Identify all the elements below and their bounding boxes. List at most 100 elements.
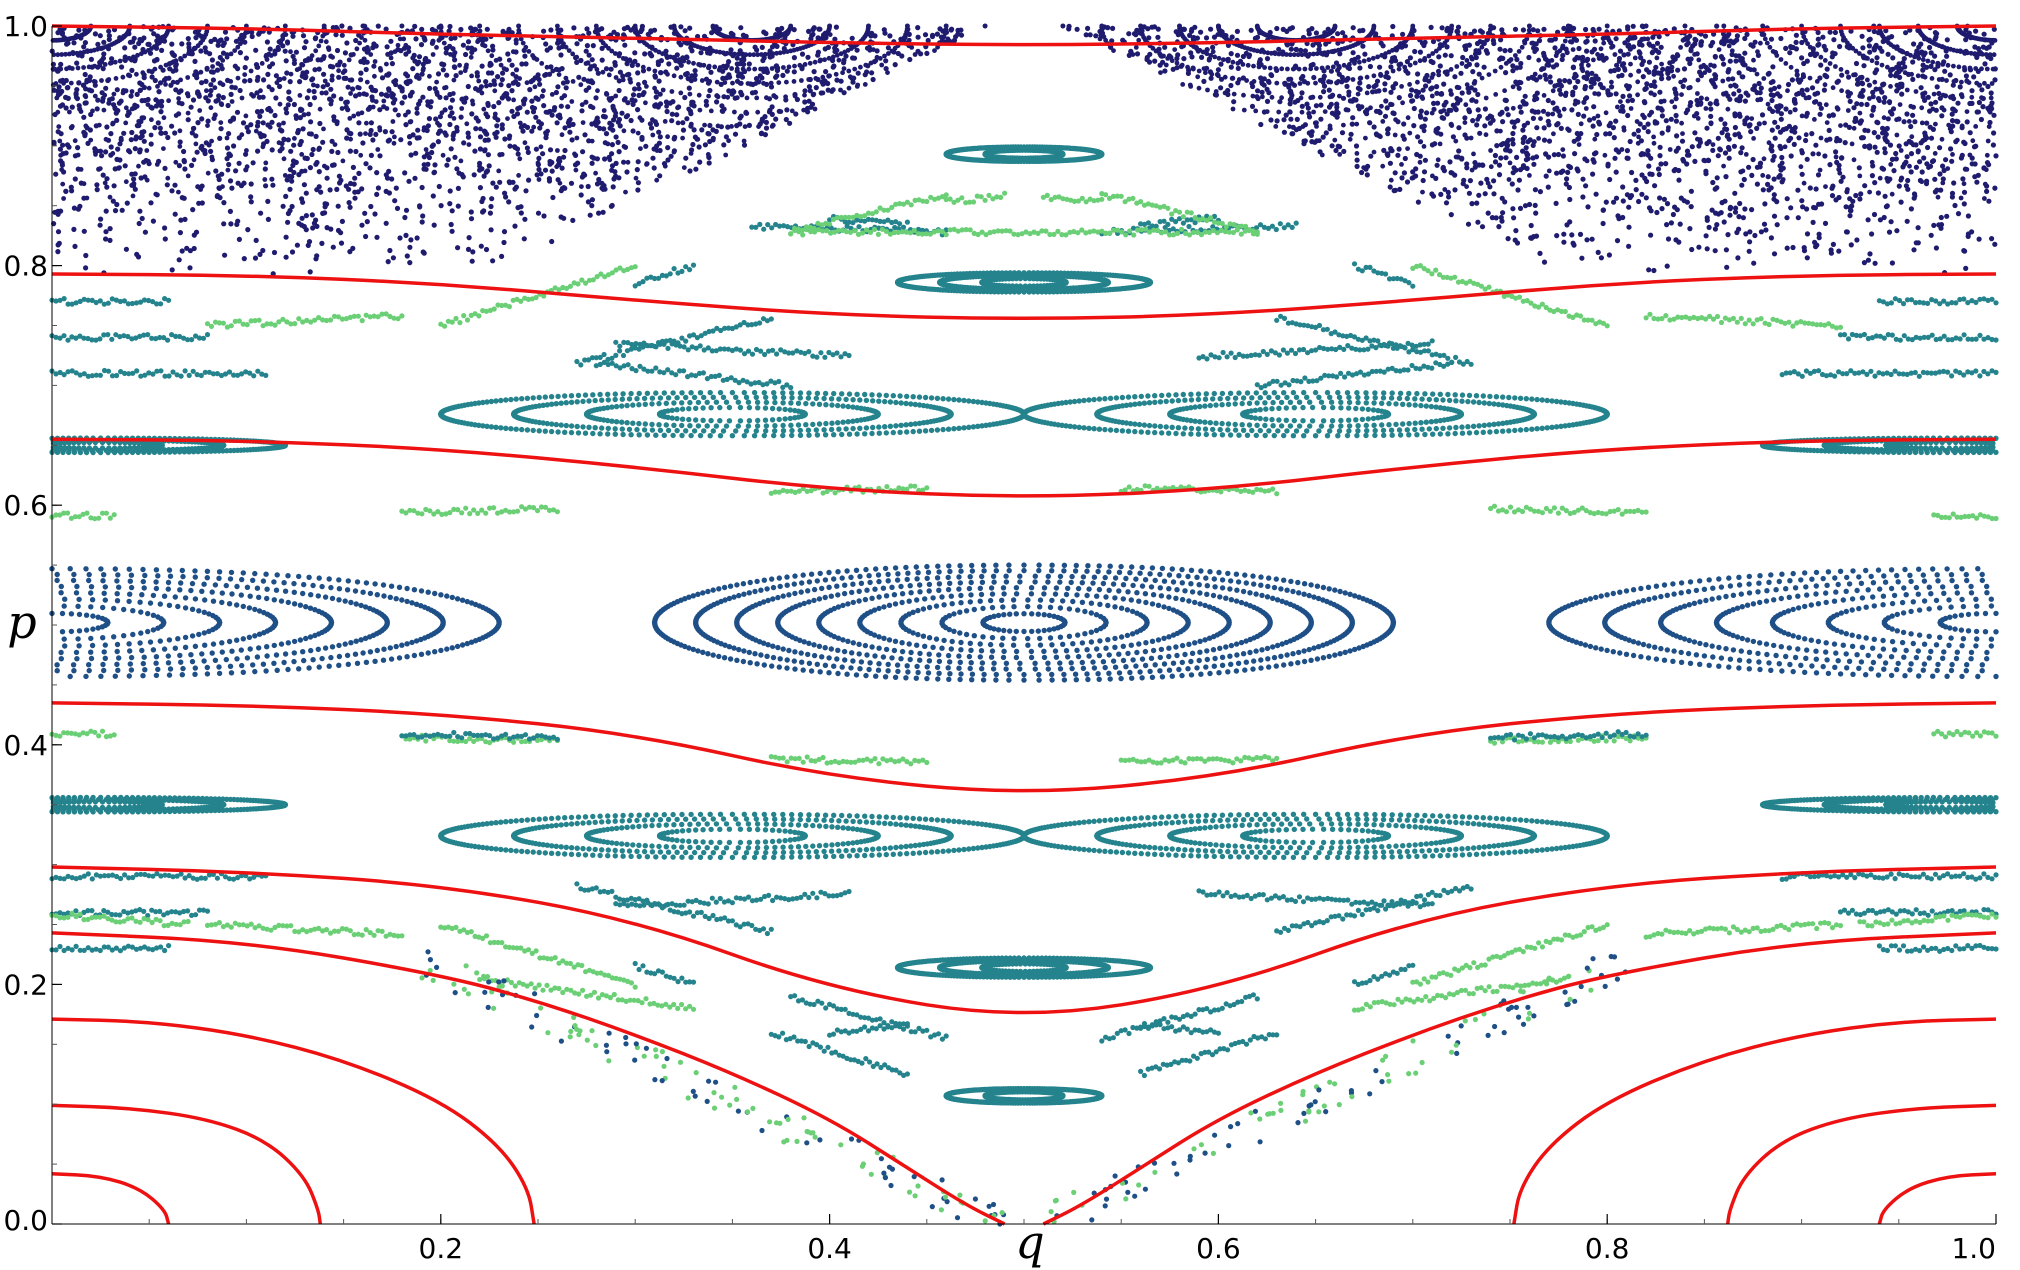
chaotic-arc-point: [112, 106, 118, 112]
chaotic-arc-point: [1919, 120, 1925, 126]
chaotic-point: [1555, 151, 1562, 158]
chaotic-point: [1516, 85, 1522, 91]
chaotic-point: [353, 93, 359, 99]
chaotic-point: [1978, 116, 1984, 123]
chaotic-point: [850, 55, 856, 61]
chaotic-point: [487, 210, 493, 216]
chaotic-point: [1967, 130, 1973, 136]
chaotic-point: [723, 134, 730, 140]
chaotic-point: [1350, 50, 1356, 56]
chaotic-arc-point: [1684, 152, 1690, 158]
chaotic-point: [1875, 120, 1881, 126]
chaotic-arc-point: [1810, 48, 1816, 53]
chaotic-point: [1778, 35, 1784, 42]
chaotic-point: [1804, 87, 1810, 93]
chaotic-arc-point: [430, 52, 436, 57]
chaotic-point: [293, 159, 299, 165]
chaotic-point: [1889, 156, 1895, 162]
chaotic-arc-point: [1583, 106, 1589, 111]
chaotic-point: [226, 161, 232, 168]
chaotic-point: [142, 229, 148, 235]
chaotic-point: [1218, 61, 1224, 67]
chaotic-arc-point: [1745, 93, 1751, 98]
chaotic-point: [306, 239, 313, 245]
chaotic-point: [490, 47, 496, 53]
chaotic-arc-point: [1636, 134, 1641, 140]
chaotic-point: [1962, 248, 1968, 254]
chaotic-arc-point: [231, 117, 237, 122]
chaotic-arc-point: [1816, 151, 1821, 157]
chaotic-arc-point: [178, 77, 184, 83]
chaotic-point: [57, 90, 63, 96]
chaotic-point: [287, 167, 293, 173]
chaotic-point: [831, 63, 837, 69]
chaotic-arc-point: [106, 77, 112, 82]
chaotic-arc-point: [110, 121, 115, 127]
chaotic-arc-point: [1650, 49, 1656, 54]
chaotic-arc-point: [163, 130, 169, 136]
chaotic-point: [313, 161, 319, 167]
chaotic-arc-point: [185, 75, 191, 80]
chaotic-point: [1234, 52, 1241, 58]
chaotic-point: [1804, 58, 1810, 64]
chaotic-arc-point: [734, 66, 740, 72]
chaotic-point: [297, 115, 303, 121]
chaotic-arc-point: [488, 82, 493, 88]
chaotic-point: [1500, 141, 1506, 147]
chaotic-point: [1811, 204, 1817, 211]
chaotic-point: [1670, 211, 1676, 218]
chaotic-point: [1869, 231, 1875, 237]
chaotic-point: [314, 253, 320, 259]
chaotic-point: [1367, 63, 1373, 70]
chaotic-point: [1357, 65, 1363, 71]
chaotic-point: [398, 137, 404, 143]
chaotic-point: [1672, 86, 1678, 92]
chaotic-point: [1744, 31, 1750, 37]
chaotic-point: [1582, 86, 1588, 92]
chaotic-point: [1560, 153, 1566, 159]
chaotic-point: [1469, 97, 1475, 103]
chaotic-point: [347, 148, 353, 154]
chaotic-arc-point: [1933, 121, 1938, 127]
chaotic-point: [256, 31, 262, 37]
chaotic-arc-point: [691, 60, 696, 66]
chaotic-arc-point: [826, 55, 832, 61]
chaotic-point: [1199, 54, 1205, 61]
chaotic-arc-point: [1961, 181, 1967, 187]
chaotic-arc-point: [177, 144, 183, 149]
chaotic-point: [1734, 33, 1740, 39]
chaotic-point: [1455, 24, 1462, 30]
chaotic-point: [1558, 125, 1564, 131]
chaotic-point: [438, 203, 444, 209]
chaotic-point: [356, 170, 362, 176]
chaotic-point: [1751, 67, 1757, 73]
chaotic-arc-point: [1768, 80, 1774, 86]
chaotic-point: [220, 50, 227, 56]
chaotic-point: [1126, 31, 1132, 37]
chaotic-point: [440, 67, 446, 73]
chaotic-arc-point: [1779, 160, 1785, 166]
chaotic-point: [1441, 168, 1447, 174]
chaotic-point: [483, 246, 490, 253]
chaotic-point: [1517, 205, 1524, 211]
chaotic-point: [1629, 97, 1635, 103]
chaotic-point: [1723, 247, 1729, 253]
chaotic-point: [336, 74, 342, 80]
chaotic-arc-point: [363, 131, 368, 137]
chaotic-arc-point: [685, 76, 691, 81]
chaotic-point: [1702, 33, 1709, 39]
chaotic-point: [245, 227, 251, 233]
chaotic-point: [1799, 198, 1805, 204]
chaotic-point: [1938, 225, 1944, 231]
chaotic-point: [1581, 113, 1587, 119]
chaotic-point: [1194, 35, 1200, 41]
chaotic-point: [1680, 83, 1686, 89]
chaotic-point: [1972, 174, 1978, 180]
chaotic-point: [1424, 110, 1430, 116]
chaotic-arc-point: [1651, 140, 1657, 146]
chaotic-point: [1771, 196, 1777, 202]
chaotic-arc-point: [723, 65, 729, 71]
chaotic-point: [1830, 112, 1836, 118]
chaotic-arc-point: [224, 54, 230, 60]
chaotic-point: [414, 235, 420, 241]
